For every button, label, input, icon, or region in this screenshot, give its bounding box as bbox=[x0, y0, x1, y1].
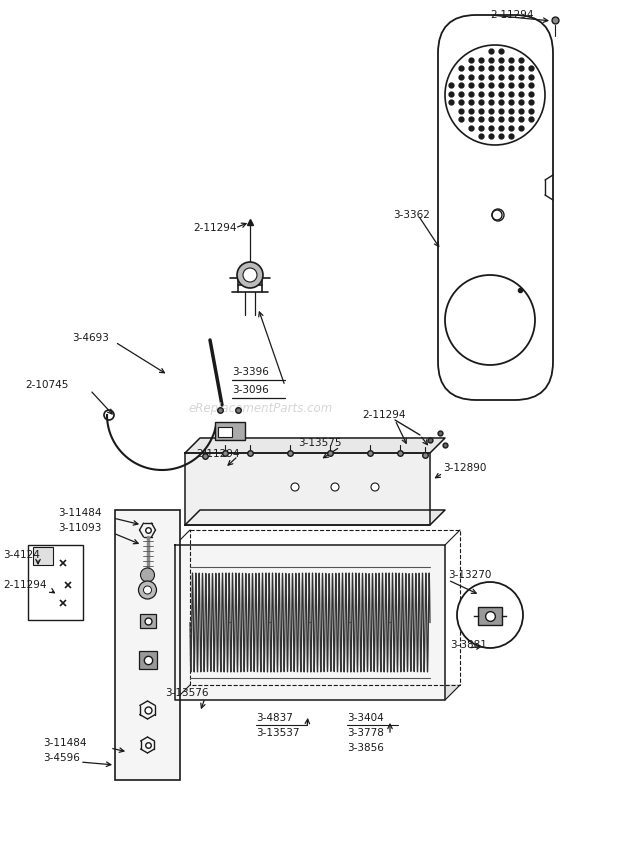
Text: 3-13576: 3-13576 bbox=[165, 688, 208, 698]
Text: 3-12890: 3-12890 bbox=[443, 463, 486, 473]
Text: 2-11294: 2-11294 bbox=[362, 410, 405, 420]
Bar bbox=[478, 607, 502, 625]
Polygon shape bbox=[185, 510, 445, 525]
Text: 3-3362: 3-3362 bbox=[393, 210, 430, 220]
Circle shape bbox=[331, 483, 339, 491]
Bar bbox=[115, 510, 180, 780]
Text: eReplacementParts.com: eReplacementParts.com bbox=[188, 401, 332, 414]
Text: 3-4124: 3-4124 bbox=[3, 550, 40, 560]
Bar bbox=[28, 545, 83, 620]
Text: 2-11294: 2-11294 bbox=[196, 449, 239, 459]
Polygon shape bbox=[185, 438, 445, 453]
Polygon shape bbox=[175, 685, 460, 700]
Text: 3-11093: 3-11093 bbox=[58, 523, 102, 533]
Polygon shape bbox=[175, 545, 445, 700]
Circle shape bbox=[243, 268, 257, 282]
Bar bbox=[33, 547, 53, 565]
Circle shape bbox=[291, 483, 299, 491]
Text: 2-10745: 2-10745 bbox=[25, 380, 68, 390]
Circle shape bbox=[141, 568, 154, 582]
Text: 2-11294: 2-11294 bbox=[193, 223, 236, 233]
Text: 3-3778: 3-3778 bbox=[347, 728, 384, 738]
Circle shape bbox=[138, 581, 156, 599]
Text: 3-3881: 3-3881 bbox=[450, 640, 487, 650]
Text: 3-13537: 3-13537 bbox=[256, 728, 299, 738]
Text: 3-11484: 3-11484 bbox=[58, 508, 102, 518]
Circle shape bbox=[143, 586, 151, 594]
Text: 3-13575: 3-13575 bbox=[298, 438, 342, 448]
Text: 3-11484: 3-11484 bbox=[43, 738, 87, 748]
Text: 3-3096: 3-3096 bbox=[232, 385, 268, 395]
Bar bbox=[215, 422, 245, 440]
Text: 3-3404: 3-3404 bbox=[347, 713, 384, 723]
Text: 3-3396: 3-3396 bbox=[232, 367, 269, 377]
Text: 3-13270: 3-13270 bbox=[448, 570, 492, 580]
Circle shape bbox=[237, 262, 263, 288]
Bar bbox=[218, 427, 232, 437]
Text: 3-4837: 3-4837 bbox=[256, 713, 293, 723]
Circle shape bbox=[457, 582, 523, 648]
Bar bbox=[138, 651, 156, 669]
Circle shape bbox=[371, 483, 379, 491]
FancyBboxPatch shape bbox=[438, 15, 553, 400]
Text: 3-4596: 3-4596 bbox=[43, 753, 80, 763]
Text: 3-3856: 3-3856 bbox=[347, 743, 384, 753]
Text: 2-11294: 2-11294 bbox=[490, 10, 533, 20]
Text: 3-4693: 3-4693 bbox=[72, 333, 109, 343]
Polygon shape bbox=[185, 453, 430, 525]
Text: 2-11294: 2-11294 bbox=[3, 580, 46, 590]
Bar bbox=[140, 614, 156, 628]
